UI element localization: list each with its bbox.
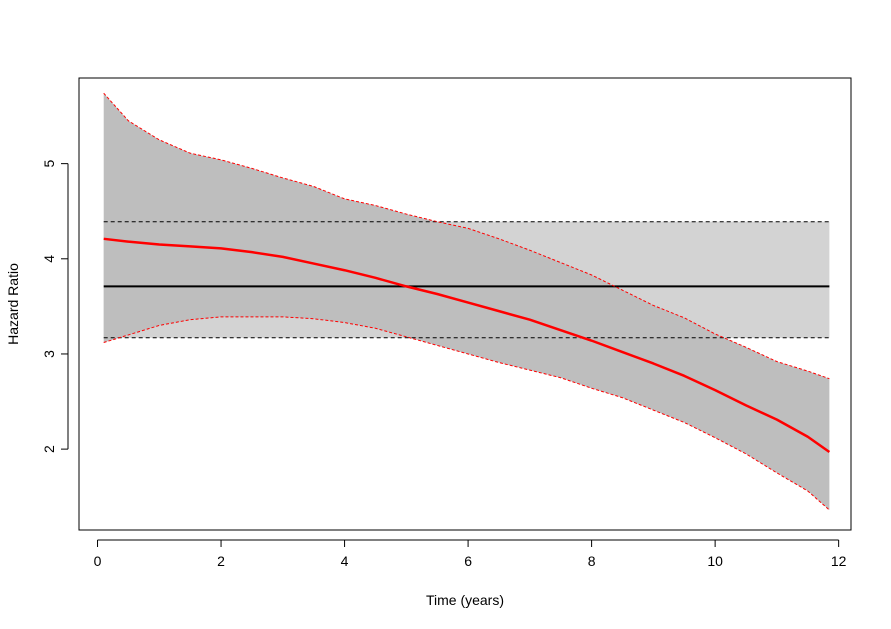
plot-frame: [78, 77, 852, 531]
x-tick-label: 6: [464, 553, 472, 569]
time-varying-hr-line: [103, 237, 831, 453]
x-tick-label: 0: [94, 553, 102, 569]
y-tick-label: 4: [41, 255, 57, 263]
y-tick-label: 3: [41, 350, 57, 358]
y-tick-label: 2: [41, 445, 57, 453]
x-tick-label: 4: [341, 553, 349, 569]
estimate-lines: [103, 92, 831, 511]
time-varying-upper-ci-line: [103, 92, 830, 380]
x-tick-label: 12: [831, 553, 847, 569]
y-tick-label: 5: [41, 160, 57, 168]
x-tick-label: 8: [588, 553, 596, 569]
y-axis-title: Hazard Ratio: [5, 263, 21, 345]
x-tick-label: 10: [707, 553, 723, 569]
x-axis-title: Time (years): [426, 592, 504, 608]
y-axis: 2 3 4 5: [41, 160, 69, 453]
time-varying-lower-ci-line: [103, 316, 830, 511]
x-tick-label: 2: [217, 553, 225, 569]
x-axis: 0 2 4 6 8 10 12: [94, 539, 847, 569]
